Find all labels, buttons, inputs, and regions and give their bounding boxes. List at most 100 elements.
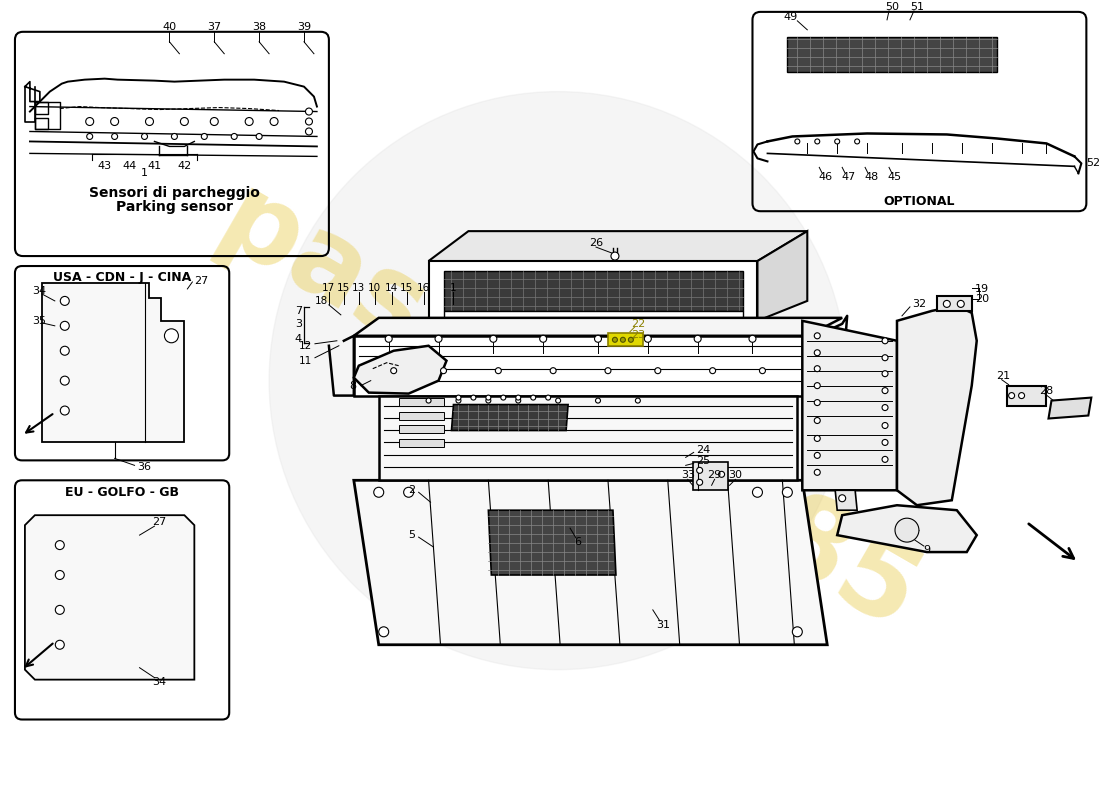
Text: 42: 42 — [177, 162, 191, 171]
Circle shape — [795, 139, 800, 144]
Circle shape — [201, 134, 207, 139]
Text: 51: 51 — [910, 2, 924, 12]
Text: 32: 32 — [912, 299, 926, 309]
Text: 13: 13 — [352, 283, 365, 293]
Text: 6: 6 — [574, 537, 582, 547]
Circle shape — [759, 368, 766, 374]
Text: 52: 52 — [1087, 158, 1100, 168]
Circle shape — [55, 570, 64, 579]
Circle shape — [404, 487, 414, 498]
Text: 7: 7 — [295, 306, 302, 316]
Text: 48: 48 — [864, 172, 878, 182]
Circle shape — [55, 541, 64, 550]
Circle shape — [60, 297, 69, 306]
Circle shape — [815, 139, 820, 144]
Circle shape — [60, 346, 69, 355]
Circle shape — [620, 338, 626, 342]
Circle shape — [957, 301, 965, 307]
Text: 49: 49 — [783, 12, 798, 22]
Polygon shape — [354, 480, 827, 645]
Text: 9: 9 — [923, 545, 931, 555]
Polygon shape — [398, 411, 443, 419]
Circle shape — [814, 399, 821, 406]
Circle shape — [306, 128, 312, 135]
Circle shape — [60, 406, 69, 415]
Circle shape — [55, 640, 64, 650]
Polygon shape — [25, 515, 195, 680]
Circle shape — [490, 335, 497, 342]
Circle shape — [882, 456, 888, 462]
Circle shape — [111, 118, 119, 126]
Text: 8: 8 — [350, 381, 356, 390]
Circle shape — [374, 487, 384, 498]
Text: passion1985: passion1985 — [199, 167, 937, 654]
Polygon shape — [1006, 386, 1046, 406]
Circle shape — [696, 479, 703, 486]
Text: 37: 37 — [207, 22, 221, 32]
Text: 15: 15 — [400, 283, 414, 293]
Circle shape — [882, 422, 888, 429]
Circle shape — [814, 453, 821, 458]
Circle shape — [882, 370, 888, 377]
Text: 21: 21 — [997, 370, 1011, 381]
Text: 47: 47 — [842, 172, 856, 182]
Polygon shape — [608, 333, 642, 346]
Circle shape — [60, 376, 69, 385]
Circle shape — [164, 329, 178, 342]
Text: 36: 36 — [138, 462, 152, 472]
Polygon shape — [937, 296, 971, 311]
Circle shape — [210, 118, 218, 126]
Circle shape — [710, 368, 716, 374]
Circle shape — [718, 471, 725, 478]
Circle shape — [434, 335, 442, 342]
Text: 16: 16 — [417, 283, 430, 293]
Circle shape — [882, 388, 888, 394]
Polygon shape — [398, 439, 443, 447]
Circle shape — [271, 118, 278, 126]
Circle shape — [605, 368, 610, 374]
Polygon shape — [896, 306, 977, 506]
Circle shape — [613, 338, 617, 342]
Text: 35: 35 — [32, 316, 46, 326]
Polygon shape — [429, 231, 807, 261]
Text: 15: 15 — [338, 283, 351, 293]
Polygon shape — [488, 510, 616, 575]
Text: Parking sensor: Parking sensor — [116, 200, 233, 214]
Text: 19: 19 — [975, 284, 989, 294]
Text: 34: 34 — [32, 286, 46, 296]
Text: 39: 39 — [297, 22, 311, 32]
Text: 26: 26 — [588, 238, 603, 248]
Text: 24: 24 — [695, 446, 710, 455]
Circle shape — [440, 368, 447, 374]
Circle shape — [792, 627, 802, 637]
Text: 40: 40 — [163, 22, 176, 32]
Circle shape — [172, 134, 177, 139]
Polygon shape — [802, 321, 896, 490]
Text: 11: 11 — [299, 356, 312, 366]
Text: 1: 1 — [450, 283, 456, 293]
Circle shape — [456, 395, 461, 400]
Circle shape — [895, 518, 918, 542]
Text: 2: 2 — [408, 486, 415, 495]
Circle shape — [944, 301, 950, 307]
Circle shape — [111, 134, 118, 139]
Circle shape — [550, 368, 557, 374]
Circle shape — [306, 118, 312, 125]
Text: 18: 18 — [316, 296, 329, 306]
Circle shape — [814, 333, 821, 338]
Circle shape — [516, 398, 520, 403]
Circle shape — [595, 398, 601, 403]
Circle shape — [882, 354, 888, 361]
Text: 4: 4 — [295, 334, 302, 344]
Circle shape — [749, 335, 756, 342]
Polygon shape — [835, 490, 857, 510]
Circle shape — [546, 395, 551, 400]
Text: 44: 44 — [122, 162, 136, 171]
Circle shape — [882, 405, 888, 410]
Circle shape — [456, 398, 461, 403]
Circle shape — [814, 382, 821, 389]
Text: 12: 12 — [299, 341, 312, 350]
Text: 50: 50 — [886, 2, 899, 12]
Text: 20: 20 — [975, 294, 989, 304]
Polygon shape — [758, 231, 807, 321]
